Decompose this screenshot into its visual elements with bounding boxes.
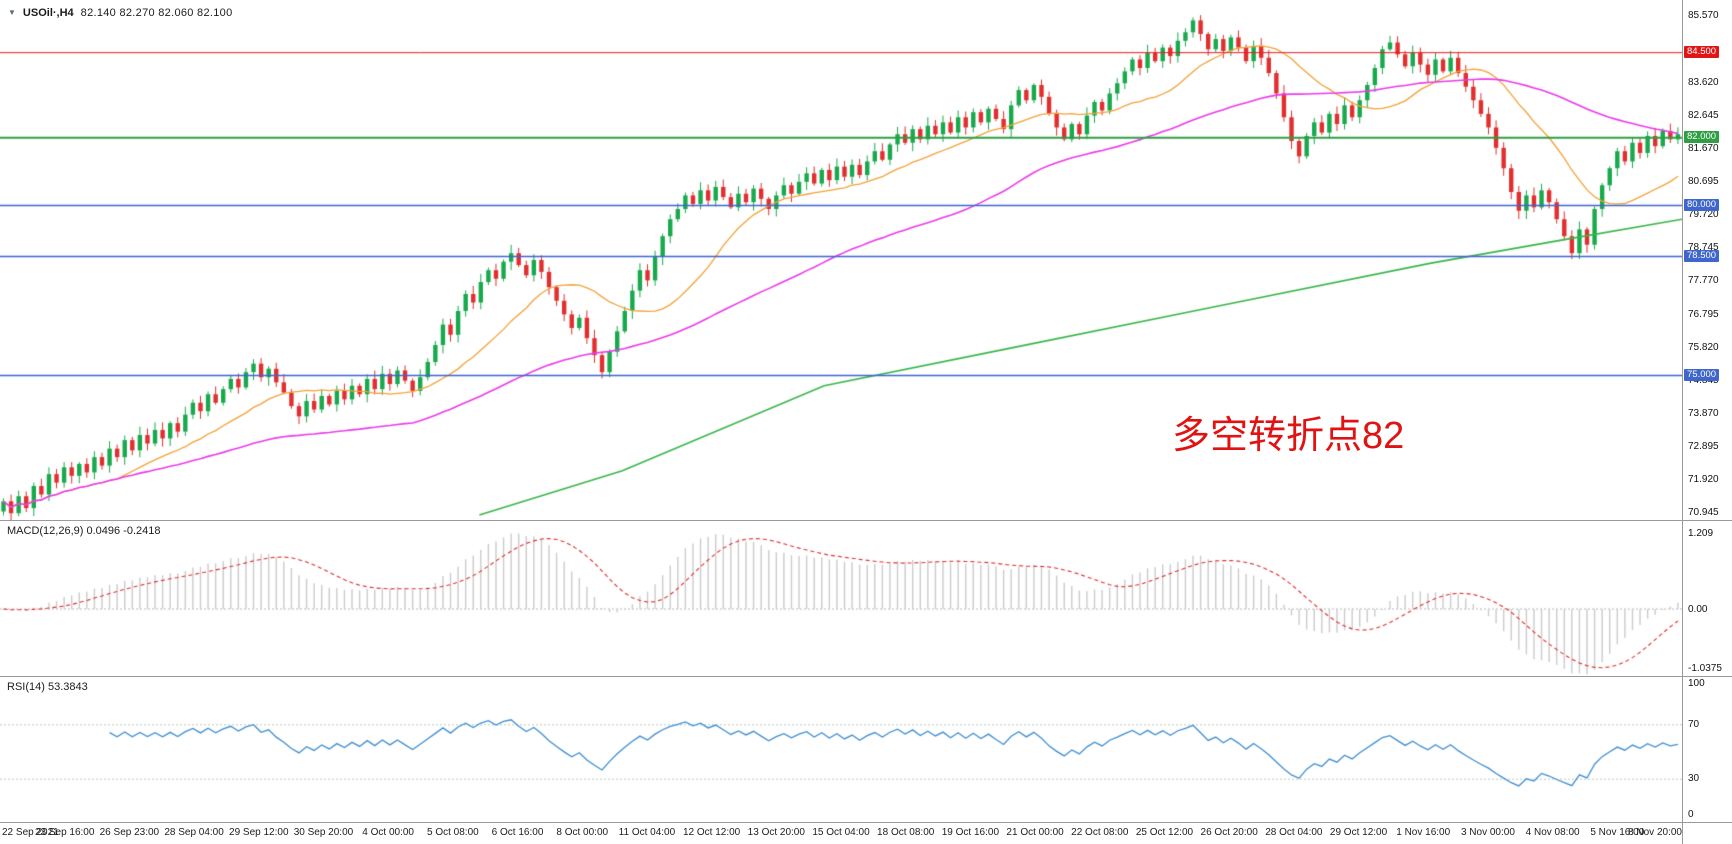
price-tick-label: 71.920 — [1688, 474, 1719, 486]
indicator-tick-label: -1.0375 — [1688, 663, 1722, 674]
price-tick-label: 70.945 — [1688, 507, 1719, 519]
price-tick-label: 79.720 — [1688, 209, 1719, 221]
time-tick-label: 23 Sep 16:00 — [34, 827, 95, 838]
price-level-badge: 78.500 — [1684, 249, 1720, 262]
indicator-tick-label: 1.209 — [1688, 527, 1714, 539]
price-tick-label: 75.820 — [1688, 341, 1719, 353]
price-tick-label: 85.570 — [1688, 10, 1719, 22]
time-tick-label: 22 Oct 08:00 — [1071, 827, 1129, 838]
chart-header: ▼ USOil·,H4 82.140 82.270 82.060 82.100 — [8, 7, 233, 19]
time-tick-label: 4 Oct 00:00 — [362, 827, 414, 838]
time-tick-label: 25 Oct 12:00 — [1135, 827, 1194, 838]
price-tick-label: 73.870 — [1688, 407, 1719, 419]
time-tick-label: 26 Sep 23:00 — [99, 827, 160, 838]
price-level-badge: 75.000 — [1684, 368, 1720, 381]
price-tick-label: 72.895 — [1688, 441, 1719, 453]
time-tick-label: 13 Oct 20:00 — [747, 827, 805, 838]
rsi-indicator-canvas[interactable] — [0, 676, 1682, 822]
price-tick-label: 78.745 — [1688, 242, 1719, 254]
price-tick-label: 80.695 — [1688, 176, 1719, 187]
indicator-tick-label: 0.00 — [1688, 604, 1708, 615]
indicator-tick-label: 30 — [1688, 773, 1700, 785]
price-scale-divider — [1682, 0, 1683, 844]
time-tick-label: 29 Oct 12:00 — [1329, 827, 1388, 838]
time-tick-label: 5 Nov 16:00 — [1590, 827, 1645, 838]
symbol-timeframe-label: USOil·,H4 — [22, 7, 74, 19]
time-tick-label: 6 Oct 16:00 — [491, 827, 544, 838]
price-tick-label: 77.770 — [1688, 275, 1719, 287]
macd-label: MACD(12,26,9) 0.0496 -0.2418 — [7, 525, 161, 537]
price-level-badge: 82.000 — [1684, 130, 1720, 143]
indicator-tick-label: 100 — [1688, 678, 1705, 689]
indicator-tick-label: 70 — [1688, 718, 1700, 730]
price-tick-label: 76.795 — [1688, 308, 1719, 320]
time-tick-label: 15 Oct 04:00 — [812, 827, 870, 838]
time-axis-divider — [0, 822, 1732, 823]
time-axis[interactable]: 22 Sep 2021 23 Sep 16:00 26 Sep 23:00 28 Se… — [0, 822, 1682, 844]
time-tick-label: 8 Nov 20:00 — [1628, 827, 1682, 838]
time-tick-label: 8 Oct 00:00 — [556, 827, 609, 838]
annotation-text[interactable]: 多空转折点82 — [1172, 415, 1405, 457]
time-tick-label: 22 Sep 2021 — [2, 827, 59, 838]
time-tick-label: 11 Oct 04:00 — [618, 827, 676, 838]
time-tick-label: 4 Nov 08:00 — [1525, 827, 1580, 838]
macd-scale[interactable]: 1.209 0.00 -1.0375 — [1683, 520, 1732, 676]
time-tick-label: 26 Oct 20:00 — [1200, 827, 1258, 838]
time-tick-label: 5 Oct 08:00 — [426, 827, 479, 838]
indicator-tick-label: 0 — [1688, 809, 1694, 820]
price-level-badge: 84.500 — [1684, 45, 1720, 58]
price-level-badge: 80.000 — [1684, 198, 1720, 211]
price-tick-label: 83.620 — [1688, 76, 1719, 88]
macd-panel-divider — [0, 520, 1732, 521]
time-tick-label: 12 Oct 12:00 — [682, 827, 741, 838]
ohlc-values-label: 82.140 82.270 82.060 82.100 — [80, 7, 233, 19]
time-tick-label: 29 Sep 12:00 — [229, 827, 289, 838]
time-tick-label: 28 Oct 04:00 — [1265, 827, 1323, 838]
time-tick-label: 18 Oct 08:00 — [877, 827, 935, 838]
price-scale[interactable]: 85.570 83.620 82.645 81.670 80.695 79.720 78.7… — [1683, 0, 1732, 520]
price-tick-label: 81.670 — [1688, 142, 1719, 154]
time-tick-label: 28 Sep 04:00 — [164, 827, 224, 838]
macd-indicator-canvas[interactable] — [0, 520, 1682, 676]
time-tick-label: 3 Nov 00:00 — [1460, 827, 1515, 838]
price-tick-label: 82.645 — [1688, 109, 1719, 121]
time-tick-label: 21 Oct 00:00 — [1006, 827, 1064, 838]
rsi-label: RSI(14) 53.3843 — [7, 681, 88, 693]
time-tick-label: 1 Nov 16:00 — [1396, 827, 1451, 838]
symbol-dropdown-icon[interactable]: ▼ — [8, 8, 16, 17]
time-tick-label: 19 Oct 16:00 — [941, 827, 1000, 838]
candlestick-chart-canvas[interactable] — [0, 0, 1682, 520]
time-tick-label: 30 Sep 20:00 — [293, 827, 354, 838]
rsi-scale[interactable]: 100 70 30 0 — [1683, 676, 1732, 822]
rsi-panel-divider — [0, 676, 1732, 677]
